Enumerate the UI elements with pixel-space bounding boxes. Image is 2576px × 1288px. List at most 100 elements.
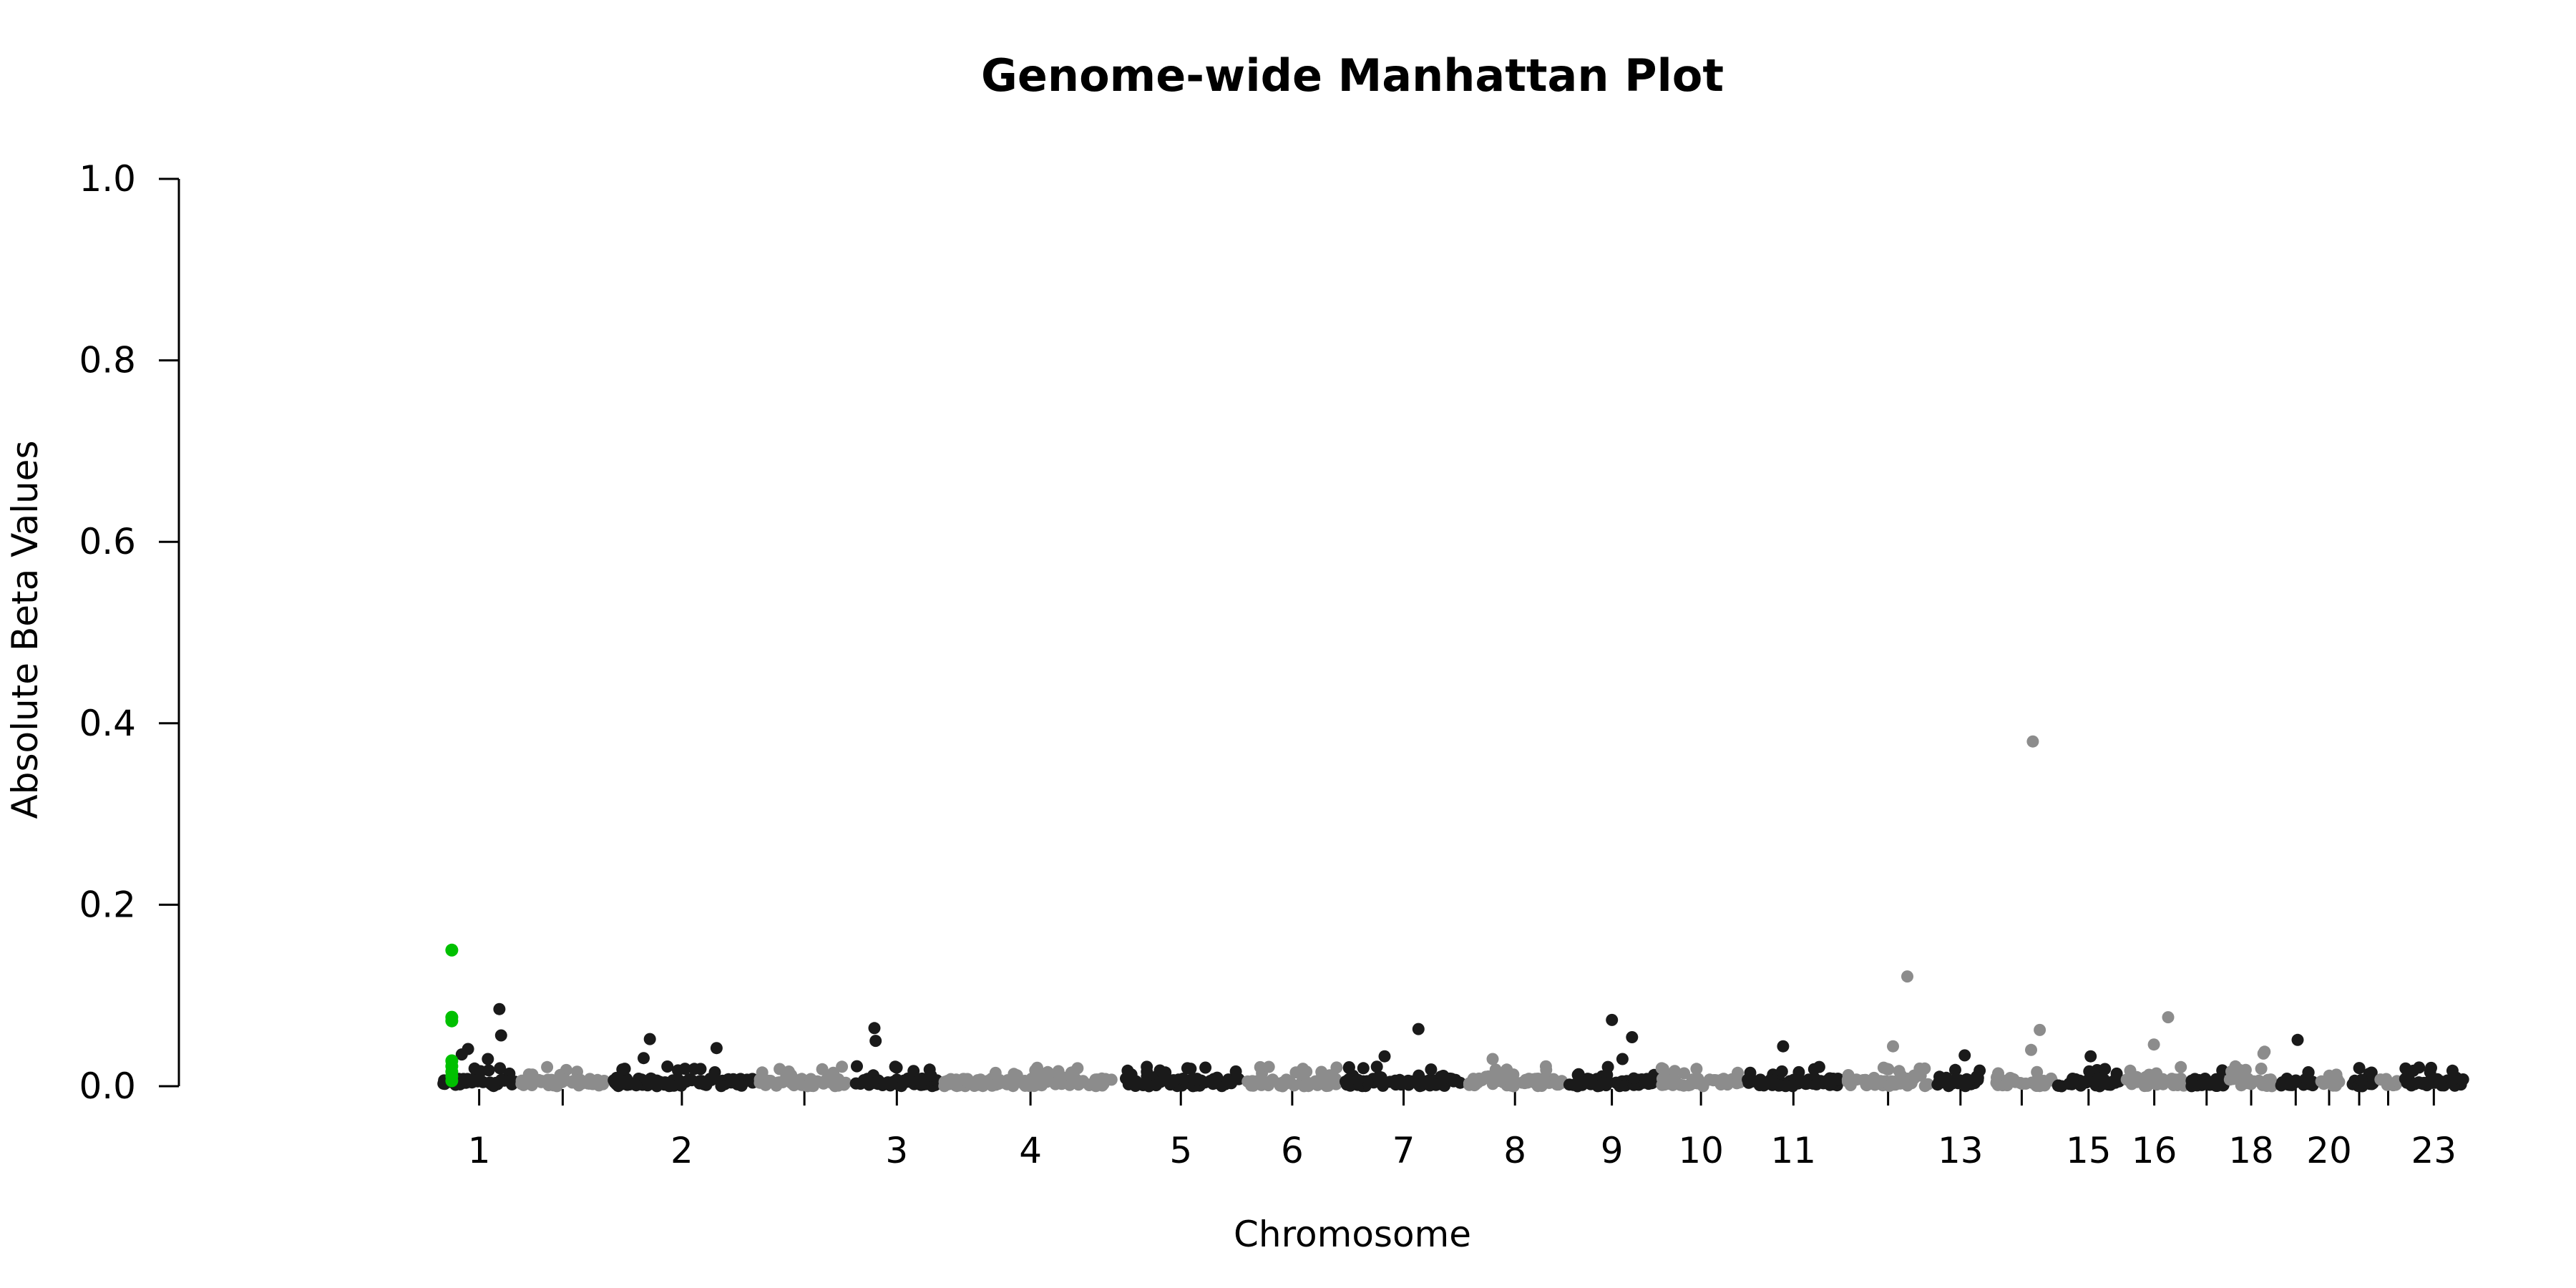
snp-point [1412,1023,1425,1035]
snp-point [2329,1075,2342,1088]
x-tick-label: 7 [1392,1130,1415,1171]
snp-point [1779,1080,1792,1093]
snp-point [1686,1073,1699,1086]
x-tick-label: 10 [1678,1130,1724,1171]
snp-point [2216,1064,2229,1077]
snp-point [596,1078,609,1091]
snp-point [2034,1023,2046,1036]
snp-point [2110,1067,2123,1080]
snp-point [2025,1043,2037,1056]
snp-point [1961,1073,1973,1085]
x-tick-label: 13 [1938,1130,1984,1171]
snp-point [643,1077,655,1090]
y-axis: 0.0 0.2 0.4 0.6 0.8 1.0 [79,158,180,1107]
snp-point [1420,1077,1433,1090]
snp-point [907,1065,920,1078]
snp-point [1887,1040,1899,1053]
snp-point [1850,1073,1863,1086]
snp-point [2171,1079,2184,1091]
snp-point [914,1073,927,1085]
snp-point [1342,1062,1355,1074]
snp-point [1901,970,1913,983]
snp-point [1357,1062,1370,1075]
snp-point [1730,1077,1743,1090]
snp-point [824,1068,837,1081]
snp-point [1373,1074,1385,1086]
snp-point [884,1079,897,1092]
snp-point [1720,1074,1733,1087]
snp-point [756,1066,769,1079]
snp-point [1800,1078,1813,1091]
snp-point [816,1063,829,1075]
snp-point [2156,1073,2169,1085]
snp-point [1641,1075,1654,1088]
snp-point [715,1080,728,1093]
snp-point [2446,1074,2459,1087]
snp-point [1528,1075,1541,1088]
snp-point [2355,1073,2368,1086]
snp-point [1392,1075,1405,1088]
highlighted-snp-point [445,1074,459,1088]
snp-point [541,1060,554,1073]
snp-point [710,1042,723,1055]
snp-point [1311,1078,1324,1091]
snp-point [793,1077,806,1090]
snp-point [1071,1062,1084,1075]
snp-point [868,1022,881,1035]
snp-point [1199,1061,1212,1074]
y-tick-label: 0.0 [79,1065,136,1107]
snp-point [1297,1063,1309,1075]
y-tick-label: 0.2 [79,884,136,925]
snp-point [1841,1073,1854,1086]
snp-point [686,1074,698,1087]
snp-point [1627,1072,1640,1085]
snp-point [698,1078,711,1091]
x-tick-label: 1 [468,1130,491,1171]
snp-point [474,1065,487,1078]
snp-point [678,1063,691,1075]
snp-point [2291,1033,2304,1046]
snp-point [1775,1065,1788,1078]
snp-point [1489,1063,1502,1076]
snp-point [484,1076,497,1089]
x-tick-label: 16 [2132,1130,2177,1171]
snp-point [1010,1069,1023,1082]
x-tick-label: 4 [1019,1130,1042,1171]
snp-point [1425,1063,1438,1076]
snp-point [1159,1066,1172,1079]
snp-point [1120,1072,1132,1085]
snp-point [1877,1061,1890,1074]
snp-point [694,1063,707,1075]
snp-point [1655,1062,1668,1075]
snp-point [2009,1075,2022,1088]
snp-point [1370,1060,1383,1073]
snp-point [1606,1013,1619,1026]
snp-point [1443,1072,1456,1085]
snp-point [551,1075,564,1087]
snp-point [1990,1076,2003,1089]
snp-point [1690,1063,1703,1075]
snp-point [1143,1080,1156,1093]
snp-point [2257,1047,2270,1060]
x-axis-label: Chromosome [1234,1214,1471,1255]
snp-point [618,1063,631,1075]
snp-point [2051,1079,2064,1092]
snp-point [1732,1066,1744,1079]
snp-point [2083,1065,2096,1078]
snp-point [1568,1078,1581,1091]
snp-point [1777,1040,1790,1053]
snp-point [1971,1070,1984,1083]
snp-point [960,1073,972,1085]
snp-point [1402,1078,1415,1091]
snp-point [494,1062,507,1075]
snp-point [1758,1077,1771,1090]
snp-point [2084,1050,2097,1063]
snp-point [1820,1075,1833,1088]
snp-point [2260,1077,2273,1090]
snp-point [1810,1078,1823,1091]
chart-title: Genome-wide Manhattan Plot [981,49,1724,102]
snp-point [1378,1050,1391,1063]
snp-point [1035,1068,1048,1080]
snp-point [1254,1060,1267,1073]
